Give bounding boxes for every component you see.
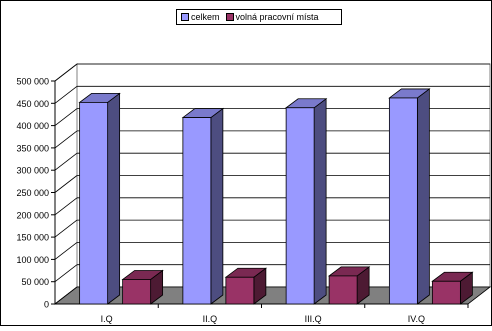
legend-entry-celkem: celkem xyxy=(181,12,220,22)
bar-side xyxy=(313,97,327,305)
bar-celkem xyxy=(285,107,315,305)
y-tick-label: 250 000 xyxy=(16,188,49,198)
gridline-depth xyxy=(54,130,78,149)
bar-side xyxy=(210,107,224,305)
y-tick-label: 50 000 xyxy=(21,277,49,287)
y-tick-label: 350 000 xyxy=(16,143,49,153)
gridline-depth xyxy=(54,175,78,193)
bar-side xyxy=(107,92,121,305)
y-tick-label: 450 000 xyxy=(16,99,49,109)
bar-volna-mista xyxy=(328,275,358,305)
bar-celkem xyxy=(79,102,109,305)
gridline-depth xyxy=(54,197,78,216)
bar-side xyxy=(416,88,430,305)
legend-entry-volna-mista: volná pracovní místa xyxy=(225,12,319,22)
legend-label-volna-mista: volná pracovní místa xyxy=(235,12,319,22)
x-tick-label: I.Q xyxy=(101,314,113,324)
x-tick-label: II.Q xyxy=(203,314,218,324)
legend-swatch-celkem xyxy=(181,13,189,21)
y-tick-label: 100 000 xyxy=(16,255,49,265)
bar-volna-mista xyxy=(225,276,255,305)
x-tick-label: III.Q xyxy=(305,314,322,324)
bar-celkem xyxy=(182,117,212,305)
bar-volna-mista xyxy=(431,280,461,305)
legend-swatch-volna-mista xyxy=(225,13,234,21)
bar-celkem xyxy=(388,97,418,305)
gridline-depth xyxy=(54,264,78,283)
gridline-depth xyxy=(54,219,78,238)
bar-volna-mista xyxy=(122,279,152,305)
legend-label-celkem: celkem xyxy=(191,12,220,22)
y-tick-label: 0 xyxy=(44,300,49,310)
y-tick-label: 200 000 xyxy=(16,210,49,220)
gridline-depth xyxy=(54,63,78,82)
gridline-depth xyxy=(54,85,78,104)
legend: celkem volná pracovní místa xyxy=(176,9,342,25)
y-tick-label: 150 000 xyxy=(16,233,49,243)
x-tick-label: IV.Q xyxy=(408,314,425,324)
y-tick-label: 500 000 xyxy=(16,77,49,87)
gridline-depth xyxy=(54,108,78,126)
gridline-depth xyxy=(54,152,78,171)
y-tick-label: 400 000 xyxy=(16,121,49,131)
y-tick-label: 300 000 xyxy=(16,166,49,176)
gridline-depth xyxy=(54,242,78,260)
